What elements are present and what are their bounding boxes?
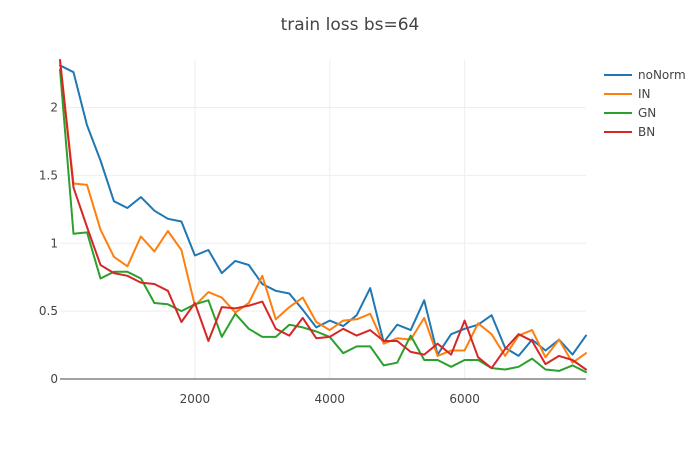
x-tick-label: 6000	[449, 392, 480, 406]
legend-label: noNorm	[638, 68, 686, 82]
series-line-in	[59, 59, 587, 364]
legend-label: BN	[638, 125, 655, 139]
series-line-gn	[59, 68, 587, 374]
x-tick-label: 4000	[314, 392, 345, 406]
series-line-bn	[59, 59, 587, 371]
x-axis-ticks: 2000 4000 6000	[180, 392, 480, 406]
legend[interactable]: noNorm IN GN BN	[604, 68, 686, 139]
gridlines	[60, 60, 586, 380]
legend-item-gn[interactable]: GN	[604, 106, 656, 120]
legend-label: GN	[638, 106, 656, 120]
y-axis-ticks: 0 0.5 1 1.5 2	[39, 101, 58, 386]
y-tick-label: 2	[50, 101, 58, 115]
y-tick-label: 0.5	[39, 304, 58, 318]
y-tick-label: 1	[50, 236, 58, 250]
y-tick-label: 0	[50, 372, 58, 386]
legend-item-in[interactable]: IN	[604, 87, 651, 101]
series-lines	[59, 59, 587, 374]
legend-item-bn[interactable]: BN	[604, 125, 655, 139]
y-tick-label: 1.5	[39, 168, 58, 182]
x-tick-label: 2000	[180, 392, 211, 406]
legend-item-nonorm[interactable]: noNorm	[604, 68, 686, 82]
series-line-nonorm	[59, 64, 587, 357]
chart-title: train loss bs=64	[281, 15, 420, 35]
legend-label: IN	[638, 87, 651, 101]
